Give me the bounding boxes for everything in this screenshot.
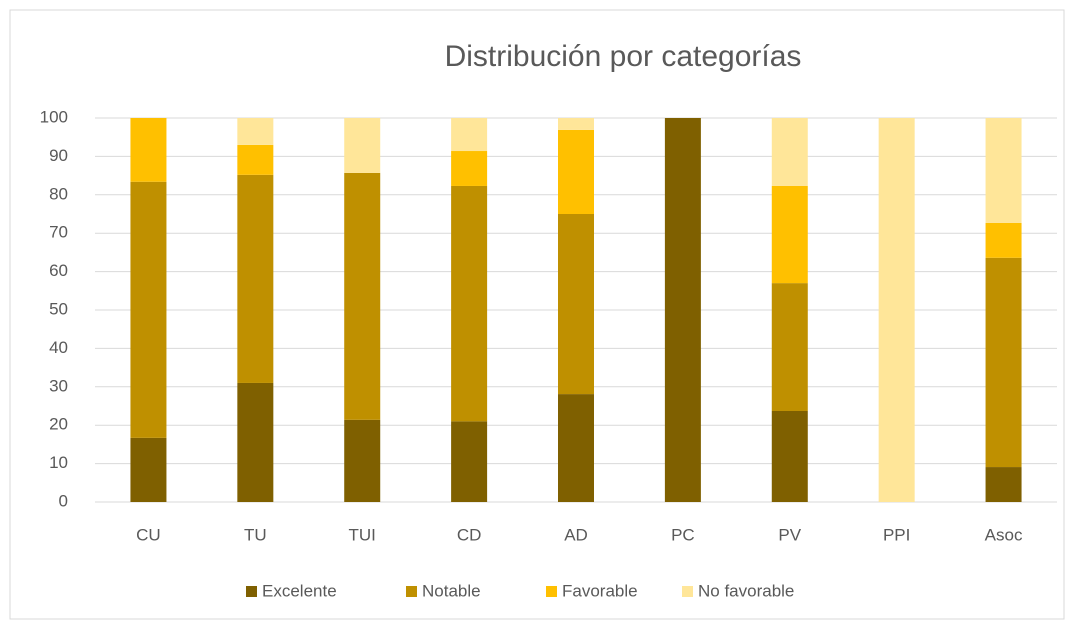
y-tick-label: 80: [49, 184, 68, 203]
bar-segment: [558, 129, 594, 214]
bar-segment: [130, 181, 167, 438]
legend-swatch: [246, 586, 257, 597]
bar-segment: [878, 118, 915, 502]
bar-segment: [771, 185, 808, 284]
bar-segment: [237, 144, 274, 175]
x-tick-label: PV: [778, 525, 801, 544]
legend-label: Notable: [422, 581, 481, 600]
y-tick-label: 20: [49, 415, 68, 434]
x-tick-label: TU: [244, 525, 267, 544]
y-tick-label: 100: [40, 107, 68, 126]
bar-segment: [985, 118, 1022, 223]
legend-swatch: [682, 586, 693, 597]
x-tick-label: PC: [671, 525, 695, 544]
y-tick-label: 40: [49, 338, 68, 357]
bar-segment: [771, 118, 808, 186]
bar-segment: [237, 174, 274, 383]
bar-segment: [985, 257, 1022, 468]
y-tick-label: 70: [49, 223, 68, 242]
legend-label: Excelente: [262, 581, 337, 600]
bar-segment: [985, 467, 1022, 502]
bar-segment: [130, 118, 167, 182]
y-tick-label: 50: [49, 299, 68, 318]
bar-segment: [985, 222, 1022, 258]
bar-segment: [451, 421, 488, 502]
chart-title: Distribución por categorías: [445, 40, 802, 73]
y-tick-label: 0: [59, 491, 68, 510]
x-tick-label: CD: [457, 525, 482, 544]
bar-segment: [451, 185, 488, 422]
y-tick-label: 10: [49, 453, 68, 472]
legend-label: No favorable: [698, 581, 794, 600]
bar-segment: [558, 118, 594, 130]
legend-swatch: [406, 586, 417, 597]
bar-segment: [771, 283, 808, 411]
bar-segment: [664, 118, 701, 502]
x-tick-label: CU: [136, 525, 161, 544]
bar-segment: [451, 151, 488, 186]
bar-segment: [237, 382, 274, 502]
bar-segment: [771, 410, 808, 502]
y-tick-label: 30: [49, 376, 68, 395]
x-tick-label: TUI: [349, 525, 376, 544]
bar-segment: [344, 172, 381, 420]
bar-segment: [558, 214, 594, 395]
bar-segment: [237, 118, 274, 145]
bar-segment: [344, 419, 381, 502]
x-tick-label: PPI: [883, 525, 910, 544]
bar-segment: [558, 394, 594, 502]
legend-swatch: [546, 586, 557, 597]
legend-label: Favorable: [562, 581, 638, 600]
y-tick-label: 90: [49, 146, 68, 165]
y-tick-label: 60: [49, 261, 68, 280]
x-tick-label: AD: [564, 525, 588, 544]
bar-segment: [344, 118, 381, 173]
x-tick-label: Asoc: [985, 525, 1023, 544]
bar-segment: [451, 118, 488, 152]
bar-segment: [130, 437, 167, 502]
